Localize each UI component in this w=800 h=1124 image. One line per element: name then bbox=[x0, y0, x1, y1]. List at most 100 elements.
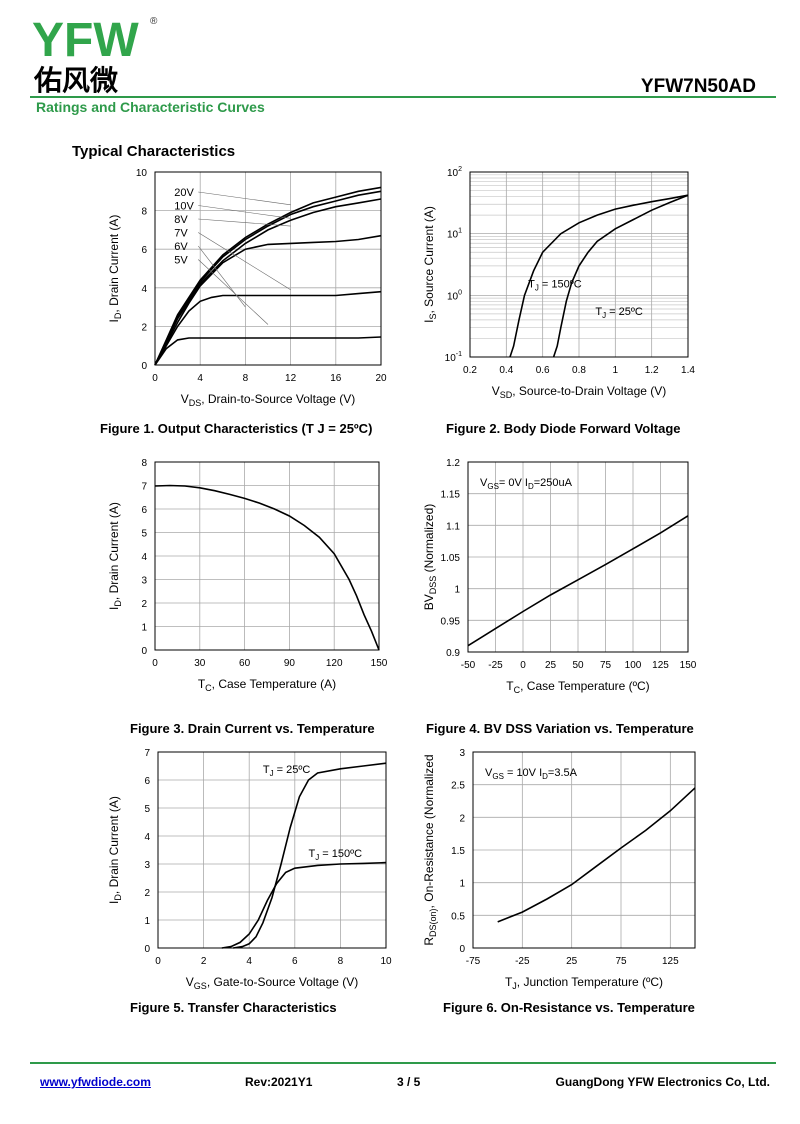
x-tick-label: 150 bbox=[371, 658, 388, 669]
legend-leader-line bbox=[198, 232, 291, 290]
legend-label: 8V bbox=[174, 214, 188, 226]
series-line bbox=[552, 194, 689, 358]
x-tick-label: 0 bbox=[152, 373, 158, 384]
plot-frame bbox=[469, 171, 689, 358]
figure-6-caption: Figure 6. On-Resistance vs. Temperature bbox=[443, 1000, 695, 1015]
x-tick-label: 25 bbox=[545, 660, 557, 671]
footer-page-number: 3 / 5 bbox=[397, 1075, 421, 1089]
y-tick-label: 102 bbox=[447, 166, 462, 179]
test-condition: VGS= 0V ID=250uA bbox=[480, 477, 573, 491]
x-tick-label: 16 bbox=[330, 373, 342, 384]
legend-leader-line bbox=[198, 191, 291, 206]
series-line bbox=[497, 787, 696, 923]
x-tick-label: 60 bbox=[239, 658, 251, 669]
y-axis-label: RDS(on), On-Resistance (Normalized bbox=[422, 754, 438, 945]
typical-characteristics-title: Typical Characteristics bbox=[72, 143, 236, 160]
logo-letters: YFW bbox=[32, 14, 139, 67]
y-axis-label: ID, Drain Current (A) bbox=[107, 215, 123, 323]
test-condition: VGS = 10V ID=3.5A bbox=[485, 767, 578, 781]
x-tick-label: 100 bbox=[625, 660, 642, 671]
x-tick-label: -50 bbox=[461, 660, 476, 671]
plot-frame bbox=[154, 171, 382, 366]
y-tick-label: 4 bbox=[141, 552, 147, 563]
x-tick-label: 25 bbox=[566, 956, 578, 967]
series-line bbox=[154, 190, 382, 366]
x-tick-label: 125 bbox=[652, 660, 669, 671]
curve-annotation: TJ = 25ºC bbox=[263, 764, 311, 778]
x-tick-label: 0.6 bbox=[536, 365, 550, 376]
figure-4-chart: -50 -25 0 25 50 75 100 125 150 0.9 0.95 1 1.05 1.1 1.1… bbox=[422, 458, 697, 695]
y-tick-label: 8 bbox=[141, 458, 147, 469]
x-axis-label: TC, Case Temperature (A) bbox=[198, 677, 336, 693]
curve-annotation: TJ = 150ºC bbox=[308, 848, 362, 862]
y-tick-label: 0.95 bbox=[441, 616, 461, 627]
x-tick-label: 6 bbox=[292, 956, 298, 967]
x-tick-label: 1.4 bbox=[681, 365, 695, 376]
x-tick-label: 8 bbox=[338, 956, 344, 967]
x-tick-label: 30 bbox=[194, 658, 206, 669]
legend-leader-line bbox=[198, 259, 269, 325]
x-tick-label: 2 bbox=[201, 956, 207, 967]
y-tick-label: 6 bbox=[141, 245, 147, 256]
legend-leader-line bbox=[198, 218, 291, 227]
y-tick-label: 101 bbox=[447, 228, 462, 241]
y-tick-label: 0 bbox=[459, 944, 465, 955]
y-tick-label: 0 bbox=[144, 944, 150, 955]
x-tick-label: -25 bbox=[488, 660, 503, 671]
legend-leader-line bbox=[198, 205, 291, 219]
y-tick-label: 1 bbox=[141, 623, 147, 634]
legend-label: 10V bbox=[174, 201, 194, 213]
y-tick-label: 1.5 bbox=[451, 846, 465, 857]
series-line bbox=[154, 484, 380, 651]
figure-2-chart: 0.2 0.4 0.6 0.8 1 1.2 1.4 10-1 100 101 102 VSD, Sou… bbox=[422, 166, 695, 400]
legend-label: 5V bbox=[174, 255, 188, 267]
x-tick-label: 75 bbox=[600, 660, 612, 671]
y-tick-label: 10 bbox=[136, 168, 148, 179]
y-tick-label: 0 bbox=[141, 361, 147, 372]
registered-mark: ® bbox=[150, 16, 158, 27]
plot-frame bbox=[467, 461, 689, 653]
plot-frame bbox=[154, 461, 380, 651]
footer-divider bbox=[30, 1062, 776, 1064]
y-tick-label: 2 bbox=[141, 599, 147, 610]
y-tick-label: 1 bbox=[459, 879, 465, 890]
x-tick-label: 10 bbox=[380, 956, 392, 967]
figure-6-chart: -75 -25 25 75 125 0 0.5 1 1.5 2 2.5 3 TJ, Junction T… bbox=[422, 748, 696, 991]
x-tick-label: 0 bbox=[152, 658, 158, 669]
logo-chinese: 佑风微 bbox=[33, 65, 118, 96]
part-number: YFW7N50AD bbox=[640, 76, 756, 97]
y-tick-label: 5 bbox=[144, 804, 150, 815]
y-axis-label: ID, Drain Current (A) bbox=[107, 796, 123, 904]
x-tick-label: 120 bbox=[326, 658, 343, 669]
x-tick-label: 1.2 bbox=[645, 365, 659, 376]
footer-revision: Rev:2021Y1 bbox=[245, 1075, 313, 1089]
y-tick-label: 2 bbox=[141, 322, 147, 333]
y-tick-label: 6 bbox=[141, 505, 147, 516]
figure-4-caption: Figure 4. BV DSS Variation vs. Temperatu… bbox=[426, 721, 694, 736]
header-divider bbox=[30, 96, 776, 98]
y-tick-label: 0.5 bbox=[451, 911, 465, 922]
x-tick-label: 1 bbox=[613, 365, 619, 376]
x-tick-label: 12 bbox=[285, 373, 297, 384]
footer-company: GuangDong YFW Electronics Co, Ltd. bbox=[555, 1075, 770, 1089]
figure-1-chart: 0 4 8 12 16 20 0 2 4 6 8 10 VDS, Drain-to-Source Vol… bbox=[107, 168, 387, 408]
y-tick-label: 0.9 bbox=[446, 648, 460, 659]
y-tick-label: 3 bbox=[459, 748, 465, 759]
x-tick-label: 150 bbox=[680, 660, 697, 671]
x-tick-label: 8 bbox=[243, 373, 249, 384]
plot-frame bbox=[157, 751, 387, 949]
footer-website-link[interactable]: www.yfwdiode.com bbox=[40, 1075, 151, 1089]
x-tick-label: 0.4 bbox=[499, 365, 513, 376]
y-tick-label: 2 bbox=[459, 813, 465, 824]
x-tick-label: 125 bbox=[662, 956, 679, 967]
figure-2-caption: Figure 2. Body Diode Forward Voltage bbox=[446, 421, 681, 436]
y-tick-label: 0 bbox=[141, 646, 147, 657]
y-tick-label: 4 bbox=[141, 284, 147, 295]
x-axis-label: VDS, Drain-to-Source Voltage (V) bbox=[181, 392, 356, 408]
y-tick-label: 1 bbox=[454, 585, 460, 596]
y-tick-label: 3 bbox=[141, 576, 147, 587]
series-line bbox=[154, 336, 382, 366]
y-tick-label: 10-1 bbox=[445, 351, 462, 364]
x-tick-label: 50 bbox=[572, 660, 584, 671]
y-tick-label: 100 bbox=[447, 289, 462, 302]
